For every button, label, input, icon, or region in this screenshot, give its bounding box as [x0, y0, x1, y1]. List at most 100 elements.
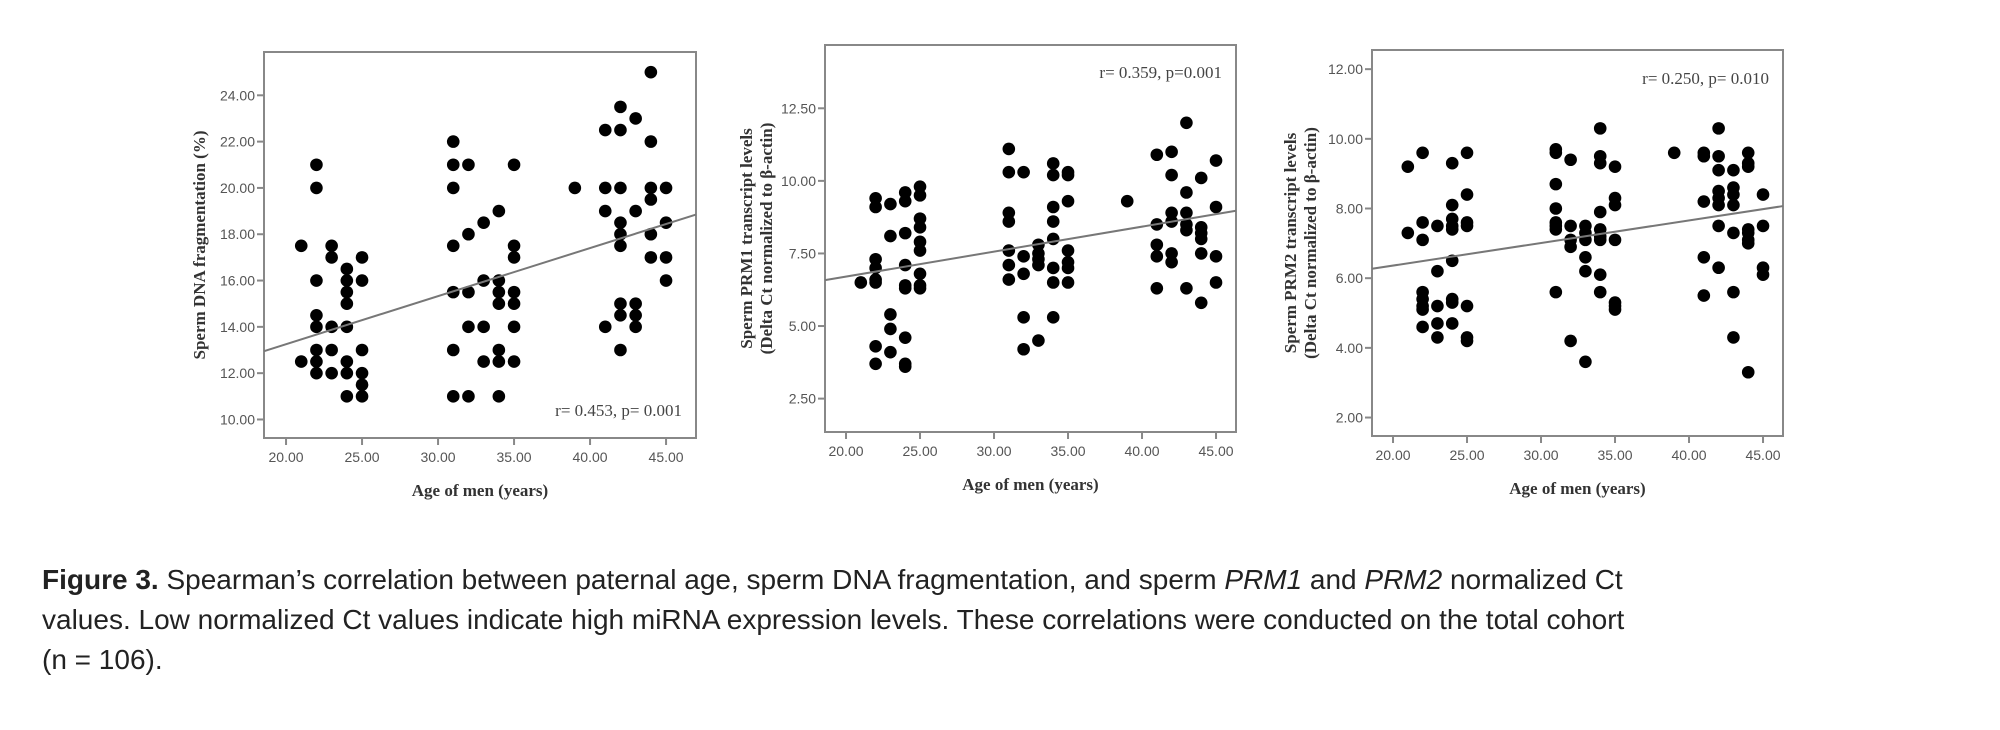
data-point — [898, 281, 912, 295]
x-tick-label: 40.00 — [1124, 443, 1159, 459]
figure-caption: Figure 3. Spearman’s correlation between… — [42, 560, 1982, 680]
data-point — [1194, 232, 1208, 246]
data-point — [294, 239, 308, 253]
data-point — [1549, 146, 1563, 160]
x-axis-title: Age of men (years) — [1509, 479, 1645, 498]
data-point — [325, 343, 338, 357]
data-point — [1194, 247, 1208, 260]
data-point — [1209, 154, 1223, 167]
data-point — [869, 191, 882, 205]
data-point — [446, 390, 460, 403]
data-point — [1180, 281, 1193, 295]
data-point — [507, 355, 521, 368]
x-tick-label: 35.00 — [1050, 443, 1085, 459]
data-point — [462, 227, 475, 241]
data-point — [1046, 215, 1060, 228]
x-tick-label: 40.00 — [573, 449, 608, 465]
data-point — [1445, 156, 1459, 170]
data-point — [1712, 198, 1725, 212]
data-point — [1120, 194, 1134, 208]
data-point — [310, 366, 323, 380]
x-tick-label: 45.00 — [1745, 447, 1780, 463]
data-point — [614, 100, 627, 114]
correlation-annotation: r= 0.359, p=0.001 — [1099, 63, 1222, 82]
data-point — [462, 285, 475, 299]
data-point — [1431, 299, 1444, 313]
data-point — [598, 181, 612, 195]
data-point — [1046, 200, 1060, 214]
data-point — [1209, 200, 1223, 214]
data-point — [913, 244, 927, 257]
data-point — [1549, 223, 1563, 236]
data-point — [1741, 365, 1755, 379]
data-point — [644, 65, 658, 79]
data-point — [568, 181, 582, 195]
y-tick-label: 18.00 — [220, 226, 255, 242]
data-point — [310, 355, 323, 368]
data-point — [1460, 146, 1474, 160]
data-point — [1150, 148, 1164, 162]
data-point — [1209, 250, 1223, 263]
data-point — [1608, 160, 1622, 174]
data-point — [614, 181, 627, 195]
data-point — [913, 180, 927, 193]
data-point — [1593, 156, 1607, 170]
caption-text: and — [1302, 564, 1365, 595]
data-point — [1416, 146, 1429, 160]
data-point — [1741, 237, 1755, 250]
y-tick-label: 6.00 — [1336, 270, 1363, 286]
data-point — [913, 221, 927, 234]
data-point — [629, 204, 642, 218]
caption-text: normalized Ct — [1442, 564, 1623, 595]
data-point — [1697, 195, 1711, 208]
y-tick-label: 24.00 — [220, 87, 255, 103]
data-point — [1460, 188, 1474, 201]
data-point — [884, 345, 897, 359]
x-tick-label: 20.00 — [269, 449, 304, 465]
data-point — [1002, 206, 1016, 220]
data-point — [869, 200, 882, 214]
data-point — [507, 285, 521, 299]
data-point — [1593, 233, 1607, 247]
data-point — [310, 274, 323, 287]
data-point — [340, 285, 354, 299]
data-point — [1180, 116, 1193, 130]
data-point — [462, 390, 475, 403]
data-point — [869, 340, 882, 353]
y-tick-label: 7.50 — [789, 245, 816, 261]
chart-prm1: 20.00 25.00 30.00 35.00 40.00 45.00 2.50 5.00 7.… — [737, 44, 1237, 494]
data-point — [884, 322, 897, 336]
data-point — [1150, 281, 1164, 295]
data-point — [1756, 219, 1770, 233]
data-point — [462, 320, 475, 334]
data-point — [325, 251, 338, 264]
data-point — [355, 378, 369, 392]
data-point — [492, 204, 506, 218]
data-point — [1712, 219, 1725, 233]
data-point — [869, 252, 882, 266]
data-point — [898, 186, 912, 199]
data-point — [446, 158, 460, 172]
data-point — [884, 308, 897, 321]
data-point — [1741, 160, 1755, 174]
data-point — [1401, 226, 1415, 240]
data-point — [1165, 206, 1178, 220]
data-point — [1608, 233, 1622, 247]
data-point — [1564, 153, 1577, 167]
data-point — [898, 360, 912, 373]
data-point — [492, 297, 506, 310]
data-point — [340, 366, 354, 380]
data-point — [492, 390, 506, 403]
data-point — [1416, 320, 1429, 334]
data-point — [913, 281, 927, 295]
data-point — [507, 320, 521, 334]
data-point — [659, 181, 673, 195]
data-point — [1549, 177, 1563, 191]
x-tick-label: 45.00 — [649, 449, 684, 465]
data-point — [898, 331, 912, 344]
data-point — [898, 226, 912, 240]
caption-line-3: (n = 106). — [42, 644, 163, 675]
data-point — [1741, 146, 1755, 160]
y-tick-label: 5.00 — [789, 318, 816, 334]
data-point — [1756, 188, 1770, 201]
